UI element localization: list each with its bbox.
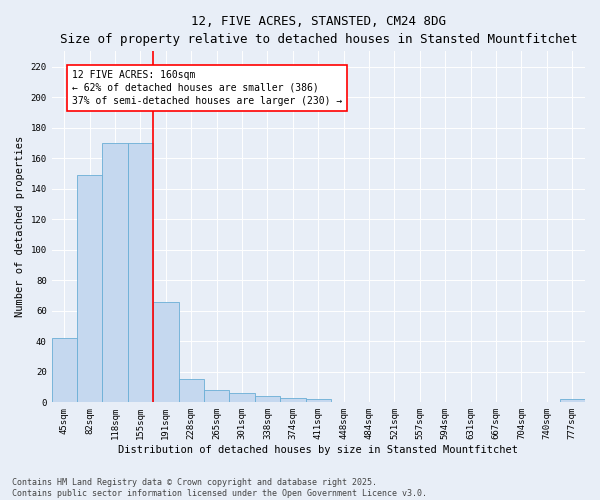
Title: 12, FIVE ACRES, STANSTED, CM24 8DG
Size of property relative to detached houses : 12, FIVE ACRES, STANSTED, CM24 8DG Size … xyxy=(59,15,577,46)
Text: 12 FIVE ACRES: 160sqm
← 62% of detached houses are smaller (386)
37% of semi-det: 12 FIVE ACRES: 160sqm ← 62% of detached … xyxy=(72,70,342,106)
Bar xyxy=(229,393,255,402)
Y-axis label: Number of detached properties: Number of detached properties xyxy=(15,136,25,318)
Bar xyxy=(103,143,128,403)
X-axis label: Distribution of detached houses by size in Stansted Mountfitchet: Distribution of detached houses by size … xyxy=(118,445,518,455)
Bar xyxy=(153,302,179,402)
Bar xyxy=(128,143,153,403)
Bar xyxy=(179,380,204,402)
Bar xyxy=(560,400,585,402)
Text: Contains HM Land Registry data © Crown copyright and database right 2025.
Contai: Contains HM Land Registry data © Crown c… xyxy=(12,478,427,498)
Bar xyxy=(305,400,331,402)
Bar xyxy=(204,390,229,402)
Bar xyxy=(255,396,280,402)
Bar xyxy=(52,338,77,402)
Bar xyxy=(77,175,103,402)
Bar xyxy=(280,398,305,402)
